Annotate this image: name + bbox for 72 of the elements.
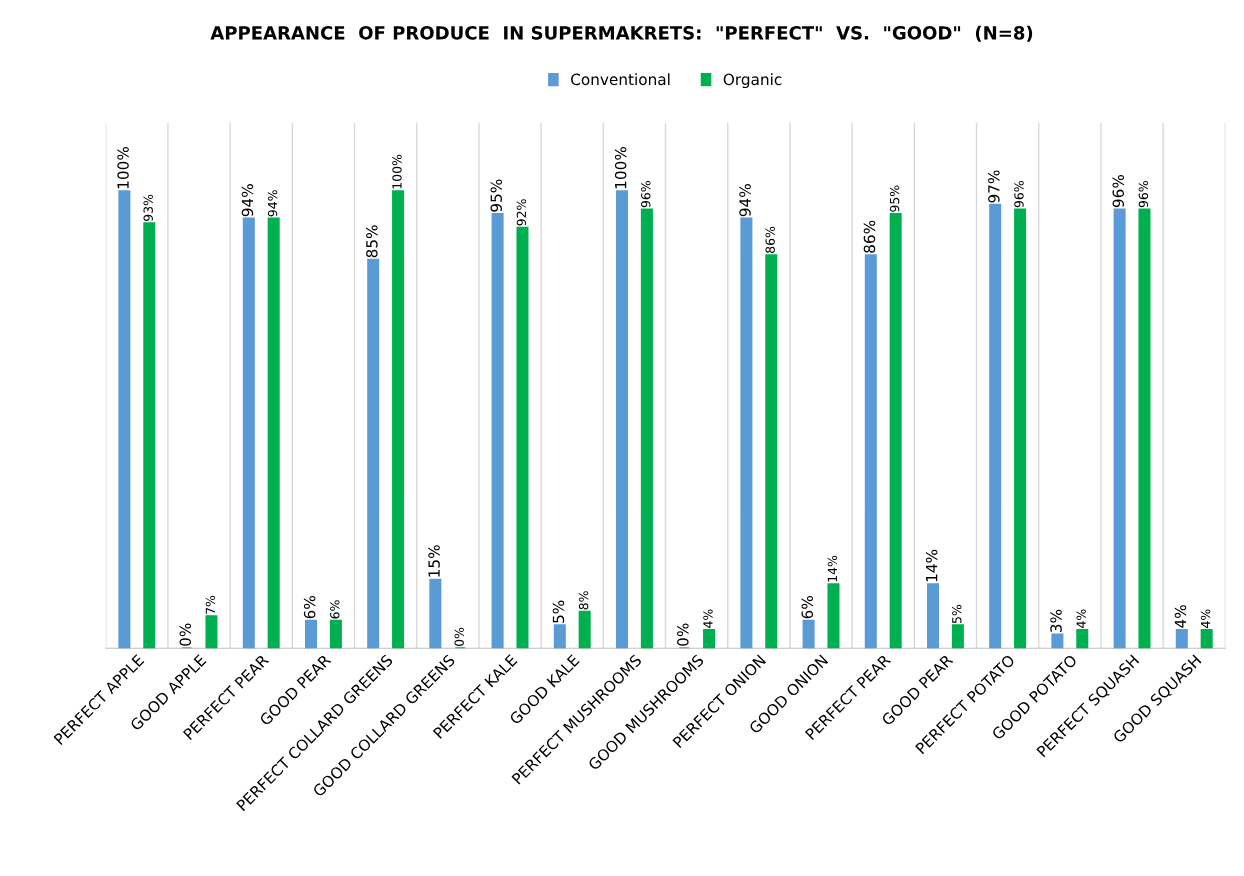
bar <box>329 619 342 649</box>
data-label: 96% <box>1014 181 1024 208</box>
bar <box>1175 628 1188 649</box>
bar <box>1076 628 1089 649</box>
legend-label: Conventional <box>571 73 670 86</box>
data-label: 8% <box>578 591 589 610</box>
data-label: 4% <box>703 609 713 628</box>
bar <box>578 610 591 649</box>
bar <box>553 624 566 649</box>
data-label: 100% <box>117 146 129 189</box>
bar <box>304 619 318 649</box>
data-label: 0% <box>677 623 689 646</box>
data-label: 100% <box>614 146 627 189</box>
bar <box>1051 633 1064 649</box>
chart-title: APPEARANCE OF PRODUCE IN SUPERMAKRETS: "PERFECT" VS. "GOOD" (N=8) <box>210 25 1033 42</box>
data-label: 5% <box>952 604 962 624</box>
data-label: 0% <box>454 627 464 647</box>
bar <box>926 583 940 649</box>
legend-label: Organic <box>723 73 782 89</box>
bar <box>205 615 218 649</box>
bar <box>951 624 964 649</box>
data-label: 6% <box>303 596 316 619</box>
data-label: 100% <box>392 154 402 189</box>
data-label: 95% <box>889 185 900 212</box>
data-label: 6% <box>801 596 814 619</box>
bar <box>1014 208 1027 649</box>
data-label: 93% <box>143 194 153 222</box>
bar <box>864 254 877 649</box>
data-label: 94% <box>739 184 751 217</box>
bar <box>491 213 504 649</box>
data-label: 0% <box>179 623 192 646</box>
data-label: 92% <box>516 199 527 226</box>
bar <box>267 217 280 649</box>
data-label: 14% <box>827 555 838 582</box>
bar <box>989 203 1002 649</box>
data-label: 4% <box>1174 605 1187 628</box>
bar <box>640 208 653 649</box>
bar <box>143 222 156 649</box>
data-label: 7% <box>205 595 216 614</box>
data-label: 96% <box>1112 174 1125 208</box>
bar <box>802 619 815 649</box>
bar <box>1200 628 1213 649</box>
bar <box>827 583 840 649</box>
data-label: 86% <box>863 220 876 253</box>
bar <box>1138 208 1151 649</box>
bar <box>392 190 405 649</box>
bar <box>429 578 442 649</box>
bar <box>516 226 529 649</box>
bar <box>740 217 753 649</box>
bar <box>765 254 778 649</box>
data-label: 4% <box>1200 609 1211 628</box>
data-label: 94% <box>267 190 278 217</box>
bar <box>367 258 380 649</box>
data-label: 3% <box>1050 609 1062 632</box>
data-label: 96% <box>1138 181 1149 208</box>
data-label: 15% <box>428 545 440 577</box>
data-label: 95% <box>490 179 503 212</box>
bar <box>615 190 629 649</box>
bar <box>118 190 131 649</box>
data-label: 94% <box>241 184 254 217</box>
data-label: 86% <box>765 226 775 253</box>
data-label: 85% <box>366 225 378 258</box>
bar <box>1113 208 1126 649</box>
bar <box>703 628 716 649</box>
data-label: 6% <box>330 600 340 619</box>
data-label: 97% <box>988 170 1000 203</box>
data-label: 96% <box>641 181 651 208</box>
bar <box>889 213 902 649</box>
data-label: 14% <box>925 549 938 582</box>
data-label: 4% <box>1076 609 1086 628</box>
data-label: 5% <box>552 600 565 623</box>
bar <box>242 217 255 649</box>
